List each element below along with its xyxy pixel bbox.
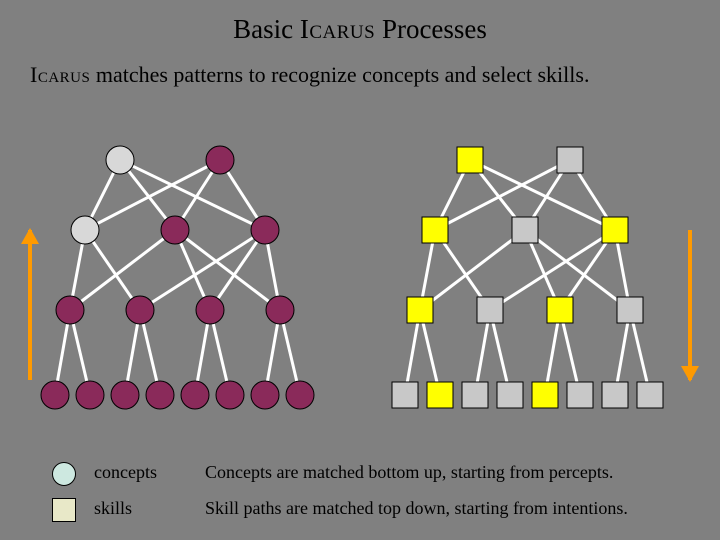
skill-node [427, 382, 453, 408]
title-caps: Icarus [300, 14, 375, 44]
legend-square-icon [52, 498, 76, 522]
legend-skills-label: skills [94, 498, 132, 518]
title-suffix: Processes [375, 14, 487, 44]
arrow-down-icon [681, 230, 699, 382]
concept-node [206, 146, 234, 174]
skill-node [547, 297, 573, 323]
concept-node [161, 216, 189, 244]
skill-node [407, 297, 433, 323]
skill-node [567, 382, 593, 408]
arrows-layer [21, 228, 699, 382]
arrow-up-icon [21, 228, 39, 380]
edges-layer [55, 160, 650, 395]
skill-node [422, 217, 448, 243]
subtitle-rest: matches patterns to recognize concepts a… [90, 62, 589, 87]
skill-node [457, 147, 483, 173]
skill-node [392, 382, 418, 408]
tree-edge [435, 160, 570, 230]
concept-node [216, 381, 244, 409]
concept-node [286, 381, 314, 409]
skill-node [512, 217, 538, 243]
slide: Basic Icarus Processes Icarus matches pa… [0, 0, 720, 540]
slide-subtitle: Icarus matches patterns to recognize con… [30, 62, 690, 88]
subtitle-caps: Icarus [30, 62, 90, 87]
legend-circle-icon [52, 462, 76, 486]
concept-node [146, 381, 174, 409]
slide-title: Basic Icarus Processes [0, 14, 720, 45]
tree-edge [85, 230, 140, 310]
title-prefix: Basic [233, 14, 300, 44]
concept-node [126, 296, 154, 324]
diagram-svg [0, 130, 720, 440]
skill-node [462, 382, 488, 408]
concept-node [41, 381, 69, 409]
skill-node [602, 217, 628, 243]
concept-node [196, 296, 224, 324]
concept-node [181, 381, 209, 409]
skill-node [637, 382, 663, 408]
concept-node [71, 216, 99, 244]
concept-node [251, 381, 279, 409]
legend-skills-desc: Skill paths are matched top down, starti… [205, 498, 628, 519]
skill-node [617, 297, 643, 323]
legend-skills: skills [52, 498, 132, 522]
concept-node [251, 216, 279, 244]
concept-node [106, 146, 134, 174]
skill-node [532, 382, 558, 408]
tree-edge [85, 160, 220, 230]
nodes-layer [41, 146, 663, 409]
skill-node [497, 382, 523, 408]
legend-concepts: concepts [52, 462, 157, 486]
concept-node [76, 381, 104, 409]
concept-node [56, 296, 84, 324]
concept-node [266, 296, 294, 324]
skill-node [477, 297, 503, 323]
skill-node [557, 147, 583, 173]
legend-concepts-label: concepts [94, 462, 157, 482]
concept-node [111, 381, 139, 409]
skill-node [602, 382, 628, 408]
tree-edge [210, 230, 265, 310]
legend-concepts-desc: Concepts are matched bottom up, starting… [205, 462, 613, 483]
